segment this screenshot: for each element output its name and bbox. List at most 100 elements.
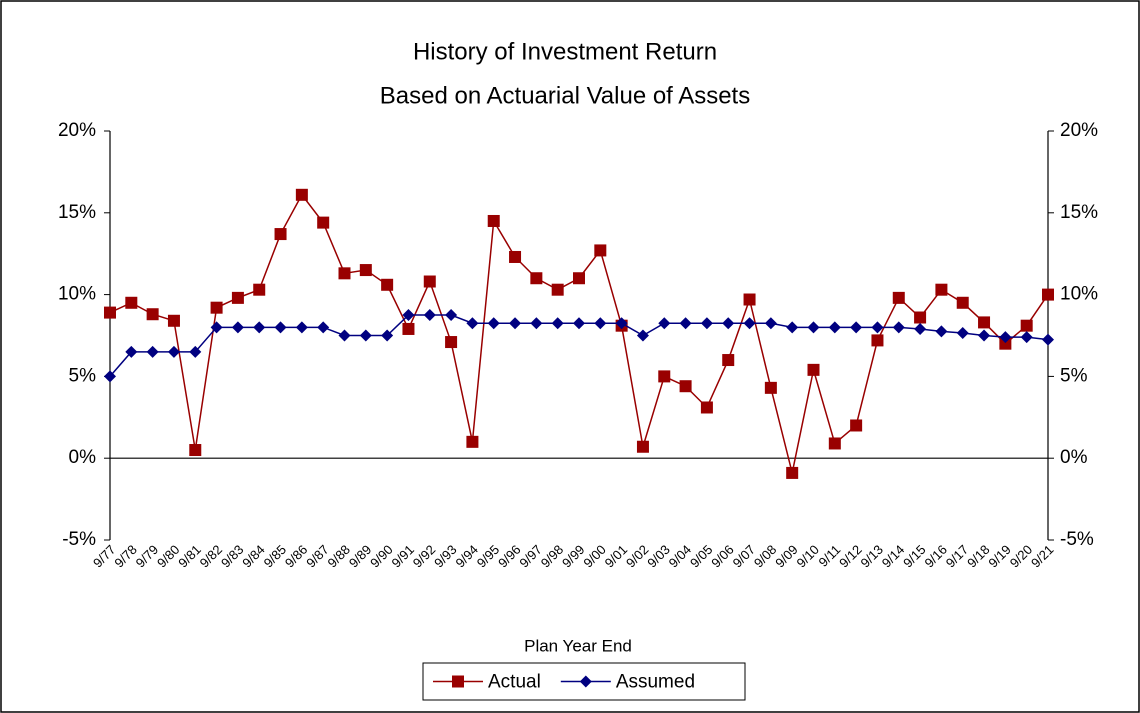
marker <box>615 317 628 330</box>
marker <box>551 317 564 330</box>
marker <box>1020 331 1033 344</box>
chart-title: History of Investment Return <box>413 38 717 65</box>
marker <box>892 291 905 304</box>
marker <box>295 321 308 334</box>
marker <box>381 278 394 291</box>
marker <box>935 283 948 296</box>
y2-tick-label: 15% <box>1060 202 1098 223</box>
marker <box>274 228 287 241</box>
marker <box>338 329 351 342</box>
marker <box>850 419 863 432</box>
marker <box>914 311 927 324</box>
marker <box>509 250 522 263</box>
y2-tick-label: 10% <box>1060 284 1098 305</box>
marker <box>764 317 777 330</box>
marker <box>1042 288 1054 301</box>
marker <box>423 309 436 322</box>
legend-label: Actual <box>488 672 541 693</box>
marker <box>231 321 244 334</box>
marker <box>978 316 991 329</box>
x-axis-title: Plan Year End <box>524 636 632 655</box>
marker <box>402 322 415 335</box>
y2-tick-label: 0% <box>1060 447 1088 468</box>
marker <box>466 317 479 330</box>
marker <box>871 321 884 334</box>
y-tick-label: -5% <box>62 529 96 550</box>
marker <box>381 329 394 342</box>
marker <box>445 309 458 322</box>
marker <box>914 322 927 335</box>
chart-subtitle: Based on Actuarial Value of Assets <box>380 82 750 109</box>
marker <box>722 354 735 367</box>
marker <box>487 214 500 227</box>
marker <box>764 381 777 394</box>
legend-marker <box>452 675 464 688</box>
marker <box>828 321 841 334</box>
marker <box>167 314 180 327</box>
y-tick-label: 20% <box>58 120 96 141</box>
marker <box>658 317 671 330</box>
marker <box>1020 319 1033 332</box>
marker <box>573 272 585 285</box>
y-tick-label: 5% <box>69 365 97 386</box>
marker <box>317 216 330 229</box>
marker <box>551 283 564 296</box>
marker <box>189 444 202 457</box>
marker <box>594 244 607 257</box>
marker <box>700 401 713 414</box>
marker <box>530 272 543 285</box>
marker <box>295 188 308 201</box>
marker <box>722 317 735 330</box>
marker <box>167 345 180 358</box>
marker <box>700 317 713 330</box>
marker <box>978 329 991 342</box>
marker <box>956 327 969 340</box>
marker <box>892 321 905 334</box>
marker <box>807 363 820 376</box>
marker <box>146 308 159 321</box>
marker <box>466 435 479 448</box>
y2-tick-label: -5% <box>1060 529 1094 550</box>
marker <box>935 325 948 338</box>
marker <box>125 296 138 309</box>
marker <box>210 321 223 334</box>
marker <box>999 331 1012 344</box>
marker <box>636 329 649 342</box>
marker <box>423 275 436 288</box>
marker <box>104 370 116 383</box>
marker <box>807 321 820 334</box>
marker <box>573 317 585 330</box>
marker <box>1042 333 1054 346</box>
marker <box>594 317 607 330</box>
marker <box>231 291 244 304</box>
marker <box>253 321 266 334</box>
marker <box>146 345 159 358</box>
marker <box>445 336 458 349</box>
marker <box>679 317 692 330</box>
marker <box>828 437 841 450</box>
marker <box>871 334 884 347</box>
legend-marker <box>579 675 592 688</box>
y-tick-label: 0% <box>69 447 97 468</box>
marker <box>956 296 969 309</box>
y-tick-label: 15% <box>58 202 96 223</box>
marker <box>253 283 266 296</box>
marker <box>509 317 522 330</box>
marker <box>487 317 500 330</box>
y2-tick-label: 5% <box>1060 365 1088 386</box>
marker <box>636 440 649 453</box>
marker <box>999 337 1012 350</box>
legend-label: Assumed <box>616 672 695 693</box>
marker <box>679 380 692 393</box>
marker <box>850 321 863 334</box>
marker <box>786 321 799 334</box>
marker <box>359 329 372 342</box>
marker <box>530 317 543 330</box>
marker <box>125 345 138 358</box>
marker <box>317 321 330 334</box>
marker <box>786 466 799 479</box>
y2-tick-label: 20% <box>1060 120 1098 141</box>
